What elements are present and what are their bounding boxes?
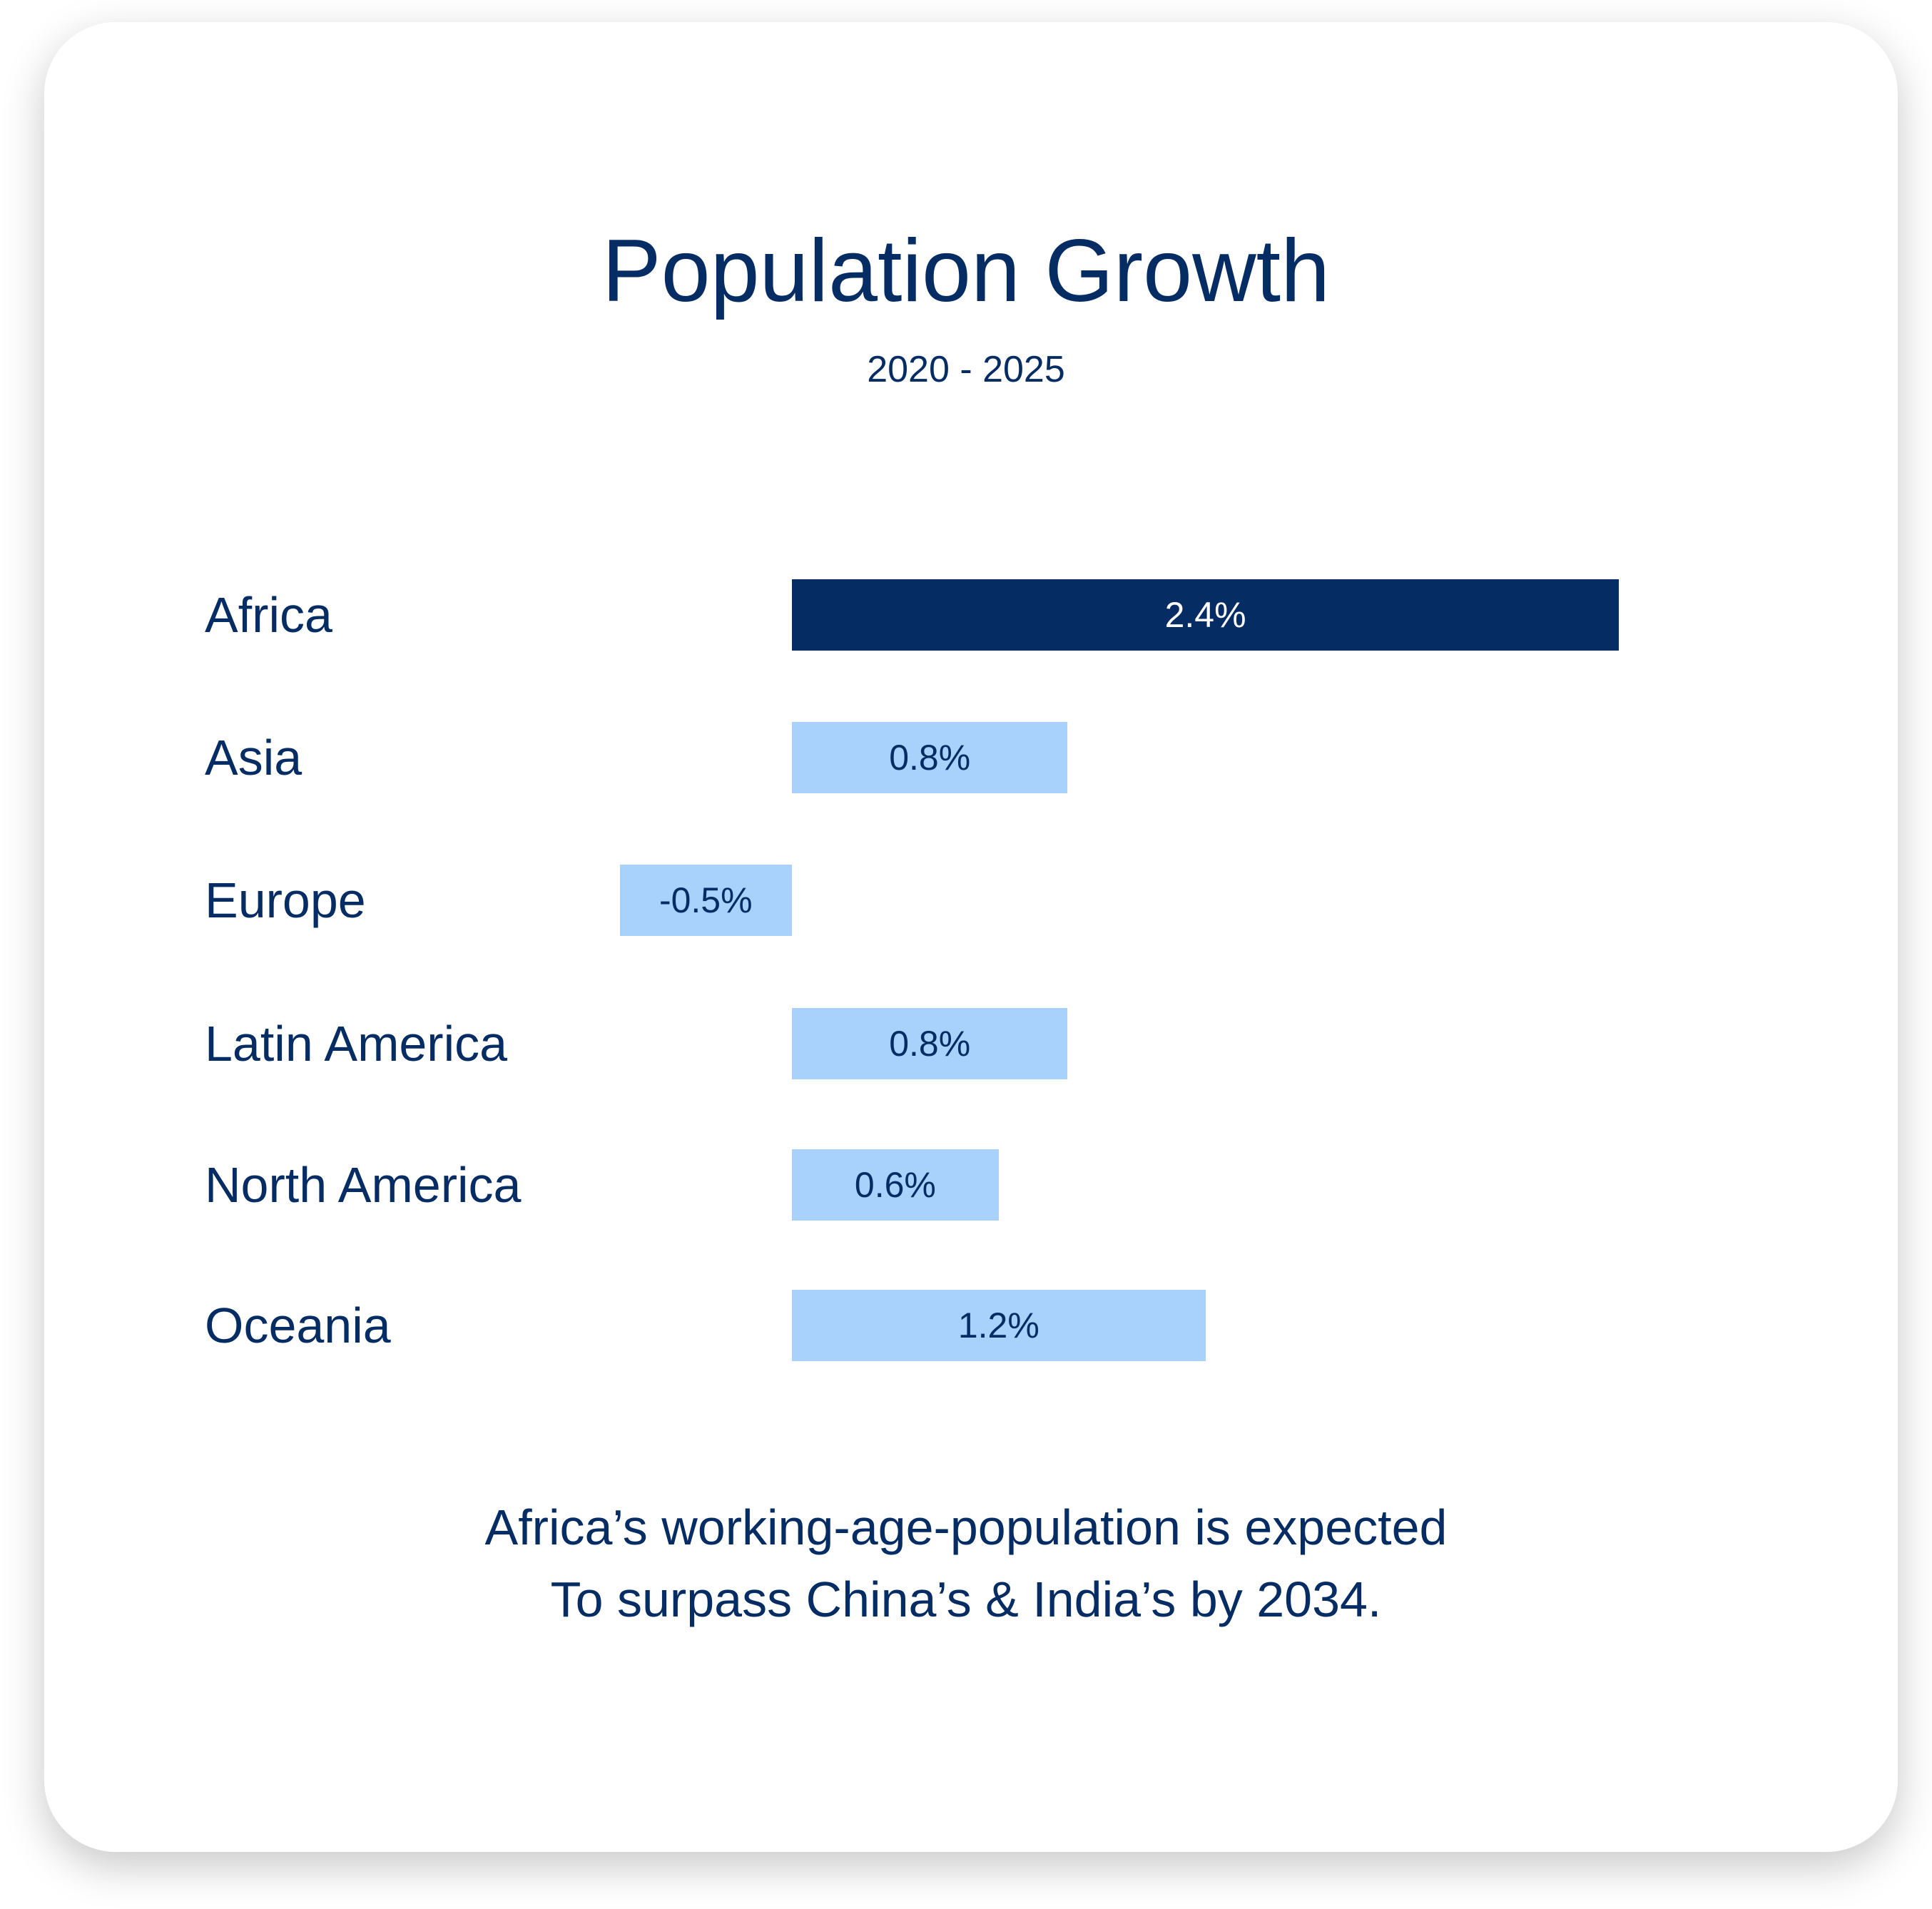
bar: -0.5% [619,865,792,936]
footer-line-2: To surpass China’s & India’s by 2034. [550,1572,1382,1627]
footer-line-1: Africa’s working-age-population is expec… [484,1500,1448,1555]
category-label: Europe [205,872,366,928]
bar: 0.6% [792,1149,999,1221]
chart-title: Population Growth [601,222,1331,320]
bar: 1.2% [792,1290,1206,1361]
chart-card [44,22,1898,1852]
bar: 2.4% [792,579,1620,651]
bar: 0.8% [792,1008,1068,1079]
chart-subtitle: 2020 - 2025 [867,349,1065,390]
category-label: North America [205,1157,522,1213]
data-label: 2.4% [1164,595,1246,635]
category-label: Africa [205,587,332,643]
bar: 0.8% [792,722,1068,793]
category-label: Asia [205,730,302,785]
data-label: 0.6% [854,1165,936,1205]
data-label: 1.2% [957,1305,1039,1345]
category-label: Oceania [205,1298,391,1353]
data-label: -0.5% [659,880,753,920]
data-label: 0.8% [889,1024,971,1064]
category-label: Latin America [205,1016,508,1071]
data-label: 0.8% [889,738,971,778]
